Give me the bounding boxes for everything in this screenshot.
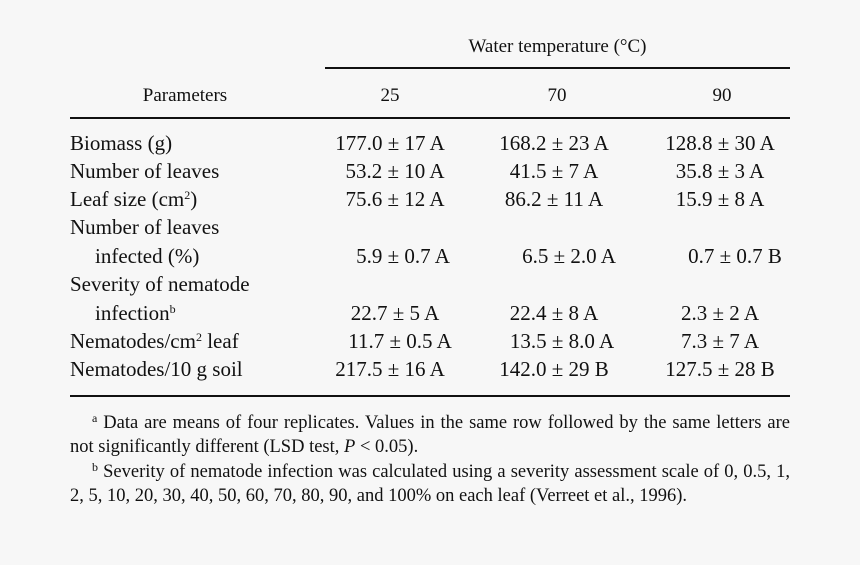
- cell-biomass-25: 177.0 ± 17 A: [335, 131, 445, 155]
- cell-infected-70: 6.5 ± 2.0 A: [522, 244, 616, 268]
- row-label-severity-line1: Severity of nematode: [70, 272, 250, 296]
- footnote-a-p: P: [344, 437, 356, 457]
- cell-nem-cm2-70: 13.5 ± 8.0 A: [509, 329, 615, 353]
- row-label-nematodes-soil: Nematodes/10 g soil: [70, 357, 243, 381]
- cell-leaf-size-90: 15.9 ± 8 A: [675, 187, 765, 211]
- cell-leaf-size-70: 86.2 ± 11 A: [504, 187, 604, 211]
- cell-leaf-size-25: 75.6 ± 12 A: [345, 187, 445, 211]
- header-col-70: 70: [547, 85, 567, 106]
- cell-nem-soil-25: 217.5 ± 16 A: [335, 357, 445, 381]
- leaf-size-superscript: 2: [184, 188, 191, 202]
- footnote-b-mark: b: [92, 460, 98, 474]
- footnote-b-text: Severity of nematode infection was calcu…: [70, 462, 790, 506]
- footnote-a-text-end: < 0.05).: [355, 437, 419, 457]
- cell-nem-soil-90: 127.5 ± 28 B: [665, 357, 775, 381]
- header-group-rule: [325, 67, 790, 69]
- cell-biomass-70: 168.2 ± 23 A: [499, 131, 609, 155]
- nematodes-cm2-label-text: Nematodes/cm: [70, 329, 196, 353]
- cell-infected-25: 5.9 ± 0.7 A: [356, 244, 450, 268]
- row-label-number-of-leaves: Number of leaves: [70, 159, 220, 183]
- row-label-biomass: Biomass (g): [70, 131, 173, 155]
- footnote-a-text: Data are means of four replicates. Value…: [70, 413, 790, 457]
- header-col-90: 90: [712, 85, 732, 106]
- footnote-b: b Severity of nematode infection was cal…: [70, 455, 790, 508]
- header-parameters: Parameters: [142, 85, 228, 106]
- footnote-a-mark: a: [92, 411, 98, 425]
- cell-leaves-90: 35.8 ± 3 A: [675, 159, 765, 183]
- severity-label-text: infection: [95, 301, 170, 325]
- footnote-a: a Data are means of four replicates. Val…: [70, 406, 790, 459]
- row-label-severity-line2: infectionb: [95, 299, 176, 327]
- row-label-leaf-size: Leaf size (cm2): [70, 185, 197, 213]
- severity-footnote-mark: b: [169, 302, 176, 316]
- nematodes-cm2-superscript: 2: [195, 330, 202, 344]
- row-label-nematodes-cm2: Nematodes/cm2 leaf: [70, 327, 239, 355]
- header-col-25: 25: [380, 85, 400, 106]
- cell-nem-cm2-90: 7.3 ± 7 A: [680, 329, 760, 353]
- cell-severity-90: 2.3 ± 2 A: [680, 301, 760, 325]
- cell-severity-25: 22.7 ± 5 A: [350, 301, 440, 325]
- cell-nem-soil-70: 142.0 ± 29 B: [499, 357, 609, 381]
- leaf-size-label-end: ): [190, 187, 198, 211]
- leaf-size-label-text: Leaf size (cm: [70, 187, 185, 211]
- row-label-leaves-infected-line2: infected (%): [95, 244, 200, 268]
- cell-severity-70: 22.4 ± 8 A: [509, 301, 599, 325]
- cell-nem-cm2-25: 11.7 ± 0.5 A: [348, 329, 452, 353]
- cell-infected-90: 0.7 ± 0.7 B: [688, 244, 782, 268]
- cell-leaves-70: 41.5 ± 7 A: [509, 159, 599, 183]
- cell-leaves-25: 53.2 ± 10 A: [345, 159, 445, 183]
- header-bottom-rule: [70, 117, 790, 119]
- table-bottom-rule: [70, 395, 790, 397]
- nematodes-cm2-label-end: leaf: [201, 329, 239, 353]
- header-group-title: Water temperature (°C): [468, 36, 647, 57]
- cell-biomass-90: 128.8 ± 30 A: [665, 131, 775, 155]
- row-label-leaves-infected-line1: Number of leaves: [70, 215, 220, 239]
